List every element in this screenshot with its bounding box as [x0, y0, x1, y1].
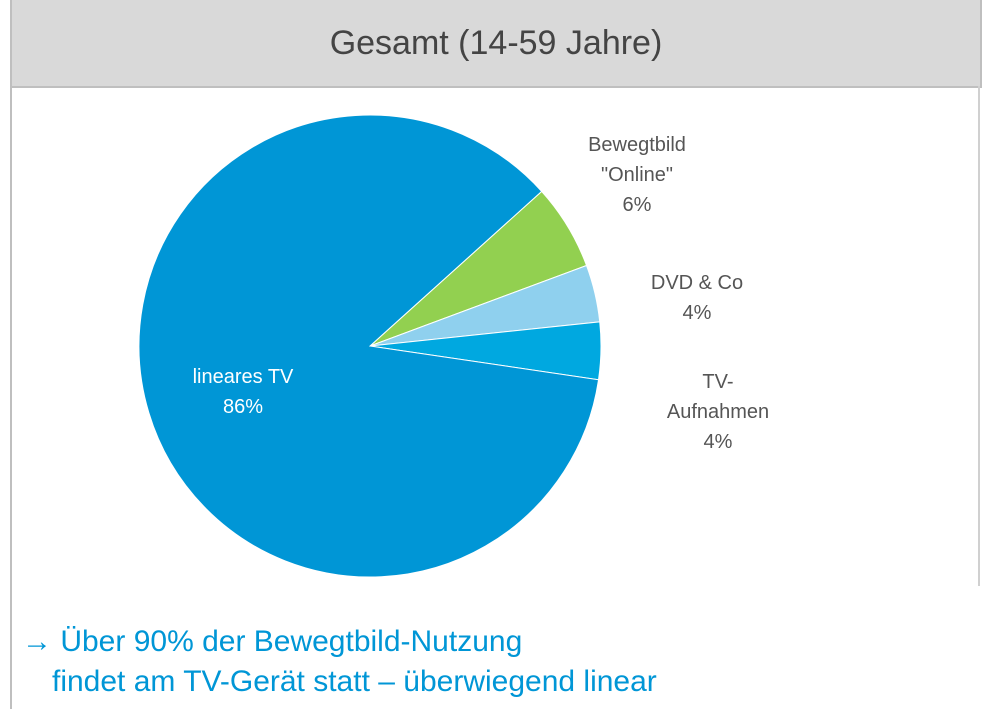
value-label: 4%	[703, 431, 733, 453]
panel-border	[978, 86, 980, 586]
category-label: Bewegtbild "Online"	[588, 134, 686, 186]
panel-border	[10, 86, 12, 709]
value-label: 4%	[682, 302, 712, 324]
value-label: 86%	[222, 396, 264, 418]
slice-label: DVD & Co 4%	[651, 268, 743, 328]
annotation: findet am TV-Gerät statt – überwiegend l…	[52, 665, 657, 698]
category-label: DVD & Co	[650, 272, 744, 294]
slice-label: lineares TV 86%	[193, 362, 294, 422]
slice-label: Bewegtbild "Online" 6%	[588, 130, 686, 220]
slice-label: TV- Aufnahmen 4%	[667, 367, 769, 457]
pie-slice	[138, 114, 600, 578]
annotation: → Über 90% der Bewegtbild-Nutzung	[22, 625, 523, 658]
chart-title: Gesamt (14-59 Jahre)	[10, 0, 982, 88]
value-label: 6%	[622, 194, 652, 216]
category-label: TV- Aufnahmen	[666, 371, 770, 423]
category-label: lineares TV	[192, 366, 294, 388]
